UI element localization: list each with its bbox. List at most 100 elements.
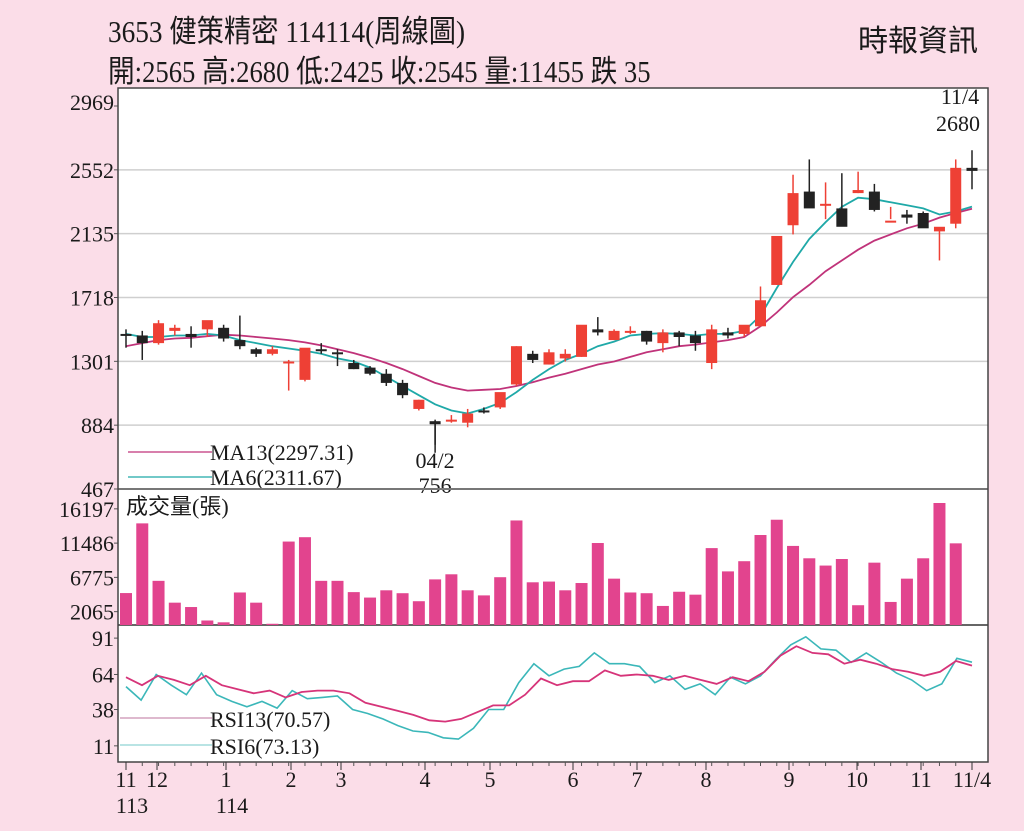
- ma13-line: [125, 207, 973, 392]
- volume-bar: [233, 592, 246, 625]
- candle-down: [917, 213, 929, 229]
- rsi-axis-label: 38: [92, 697, 114, 722]
- high-value-annotation: 2680: [936, 111, 980, 136]
- x-axis-year-label: 114: [216, 793, 248, 818]
- x-axis-label: 11/4: [953, 767, 991, 792]
- volume-axis-label: 6775: [70, 565, 114, 590]
- rsi13-line: [125, 645, 973, 723]
- candle-down: [315, 349, 327, 352]
- volume-bar: [494, 577, 507, 625]
- candle-up: [299, 347, 311, 380]
- x-axis-label: 5: [485, 767, 496, 792]
- candle-up: [933, 226, 945, 232]
- volume-bar: [819, 565, 832, 625]
- ma13-legend-label: MA13(2297.31): [210, 440, 354, 465]
- candle-up: [413, 399, 425, 409]
- volume-bar: [754, 535, 767, 625]
- volume-bar: [347, 592, 360, 625]
- volume-bar: [559, 590, 572, 625]
- candle-down: [592, 329, 604, 333]
- volume-bar: [364, 597, 377, 625]
- volume-bar: [770, 519, 783, 625]
- candle-down: [185, 333, 197, 337]
- candle-up: [283, 361, 295, 364]
- candle-down: [836, 208, 848, 227]
- volume-bar: [591, 543, 604, 625]
- candle-down: [348, 363, 360, 370]
- price-axis-label: 2135: [70, 222, 114, 247]
- volume-bar: [900, 578, 913, 625]
- price-axis-label: 467: [81, 477, 114, 502]
- volume-bar: [917, 558, 930, 625]
- rsi-axis-label: 91: [92, 626, 114, 651]
- candle-up: [608, 330, 620, 341]
- volume-bar: [380, 590, 393, 625]
- volume-bar: [152, 580, 165, 625]
- candle-down: [868, 191, 880, 210]
- rsi-axis-label: 11: [93, 734, 114, 759]
- volume-bar: [315, 580, 328, 625]
- candle-down: [136, 335, 148, 344]
- candle-down: [803, 191, 815, 209]
- candle-up: [771, 235, 783, 285]
- volume-bar: [689, 594, 702, 625]
- x-axis-label: 3: [336, 767, 347, 792]
- candle-up: [543, 352, 555, 365]
- volume-bar: [168, 602, 181, 625]
- candle-up: [885, 220, 897, 223]
- volume-bar: [429, 579, 442, 625]
- rsi13-legend-label: RSI13(70.57): [210, 707, 330, 732]
- candle-up: [657, 332, 669, 344]
- ma6-line: [125, 196, 973, 415]
- candle-up: [787, 193, 799, 226]
- chart-title: 3653 健策精密 114114(周線圖): [108, 14, 466, 49]
- price-axis-label: 884: [81, 413, 114, 438]
- volume-bar: [477, 595, 490, 625]
- candle-up: [153, 323, 165, 344]
- candle-down: [527, 353, 539, 360]
- price-axis-label: 2969: [70, 90, 114, 115]
- candle-down: [641, 330, 653, 342]
- volume-bar: [852, 605, 865, 625]
- candle-up: [445, 419, 457, 422]
- x-axis-label: 9: [784, 767, 795, 792]
- ma6-legend-label: MA6(2311.67): [210, 465, 342, 490]
- candle-up: [755, 300, 766, 327]
- volume-bar: [185, 607, 198, 625]
- volume-bar: [282, 541, 295, 625]
- volume-bar: [575, 583, 588, 625]
- volume-bar: [803, 558, 816, 625]
- volume-bar: [608, 578, 621, 625]
- volume-bar: [217, 622, 230, 625]
- volume-bar: [640, 593, 653, 625]
- volume-bar: [884, 601, 897, 625]
- price-summary: 開:2565 高:2680 低:2425 收:2545 量:11455 跌 35: [108, 54, 651, 89]
- candle-down: [966, 167, 978, 171]
- volume-bar: [331, 580, 344, 625]
- volume-bar: [266, 623, 279, 625]
- candle-up: [706, 329, 718, 364]
- volume-bar: [445, 574, 458, 625]
- candle-up: [950, 167, 962, 224]
- candle-up: [510, 346, 522, 385]
- candle-down: [397, 382, 409, 396]
- price-axis-label: 2552: [70, 158, 114, 183]
- x-axis-year-label: 113: [116, 793, 148, 818]
- candle-down: [234, 340, 246, 347]
- x-axis-label: 1: [221, 767, 232, 792]
- volume-bar: [835, 559, 848, 625]
- volume-bar: [250, 602, 263, 625]
- volume-bar: [933, 503, 946, 625]
- volume-bar: [624, 592, 637, 625]
- volume-bar: [673, 591, 686, 625]
- volume-bar: [298, 537, 311, 625]
- candle-down: [120, 333, 132, 336]
- x-axis-label: 7: [632, 767, 643, 792]
- price-axis-label: 1718: [70, 286, 114, 311]
- candle-down: [478, 410, 490, 413]
- candle-down: [901, 214, 913, 218]
- rsi6-legend-label: RSI6(73.13): [210, 734, 319, 759]
- rsi6-line: [125, 635, 973, 740]
- candle-down: [380, 373, 392, 383]
